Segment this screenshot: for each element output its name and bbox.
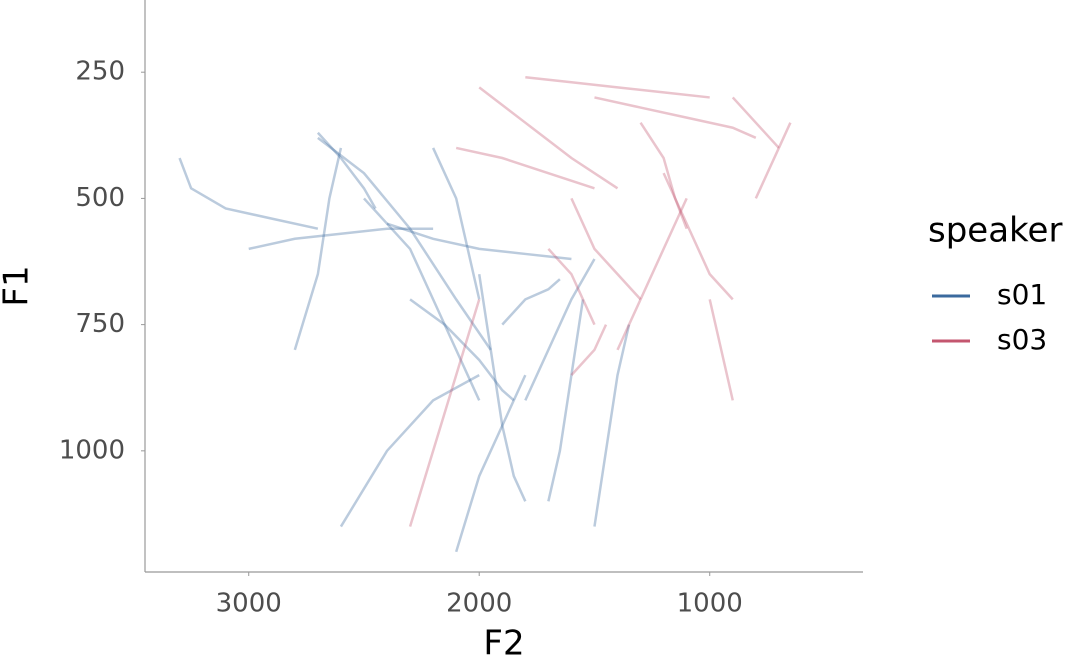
trajectory — [570, 324, 608, 376]
trajectory — [178, 157, 319, 230]
y-tick-label: 750 — [75, 309, 125, 339]
trajectory — [594, 96, 757, 139]
trajectory — [662, 172, 734, 301]
trajectory — [317, 136, 492, 351]
trajectory — [501, 278, 561, 326]
trajectory — [708, 299, 734, 401]
trajectory — [477, 273, 527, 502]
trajectory — [547, 248, 596, 326]
y-tick-label: 500 — [75, 183, 125, 213]
trajectory — [316, 131, 377, 210]
trajectory — [409, 298, 515, 402]
trajectory — [248, 227, 434, 251]
trajectory — [431, 147, 481, 300]
trajectory — [524, 258, 596, 401]
trajectory — [478, 86, 619, 190]
legend-title: speaker — [928, 211, 1062, 251]
trajectory — [570, 197, 642, 301]
trajectory — [386, 222, 572, 261]
trajectory — [639, 121, 688, 230]
trajectory — [731, 96, 780, 149]
trajectory — [754, 122, 792, 199]
x-tick-label: 1000 — [677, 589, 743, 619]
trajectory — [408, 299, 481, 527]
x-tick-label: 3000 — [216, 589, 282, 619]
x-tick-label: 2000 — [446, 589, 512, 619]
trajectory — [547, 299, 585, 502]
trajectory — [339, 374, 480, 528]
y-axis-title: F1 — [0, 265, 37, 306]
trajectory — [525, 76, 710, 99]
trajectory — [593, 324, 631, 527]
trajectory — [616, 197, 688, 351]
legend-label: s01 — [997, 278, 1047, 311]
trajectory — [454, 374, 527, 553]
trajectory — [455, 146, 595, 190]
legend-label: s03 — [997, 323, 1047, 356]
trajectory — [293, 147, 343, 351]
y-tick-label: 1000 — [59, 435, 125, 465]
trajectory — [363, 197, 481, 401]
x-axis-title: F2 — [483, 624, 524, 663]
y-tick-label: 250 — [75, 57, 125, 87]
